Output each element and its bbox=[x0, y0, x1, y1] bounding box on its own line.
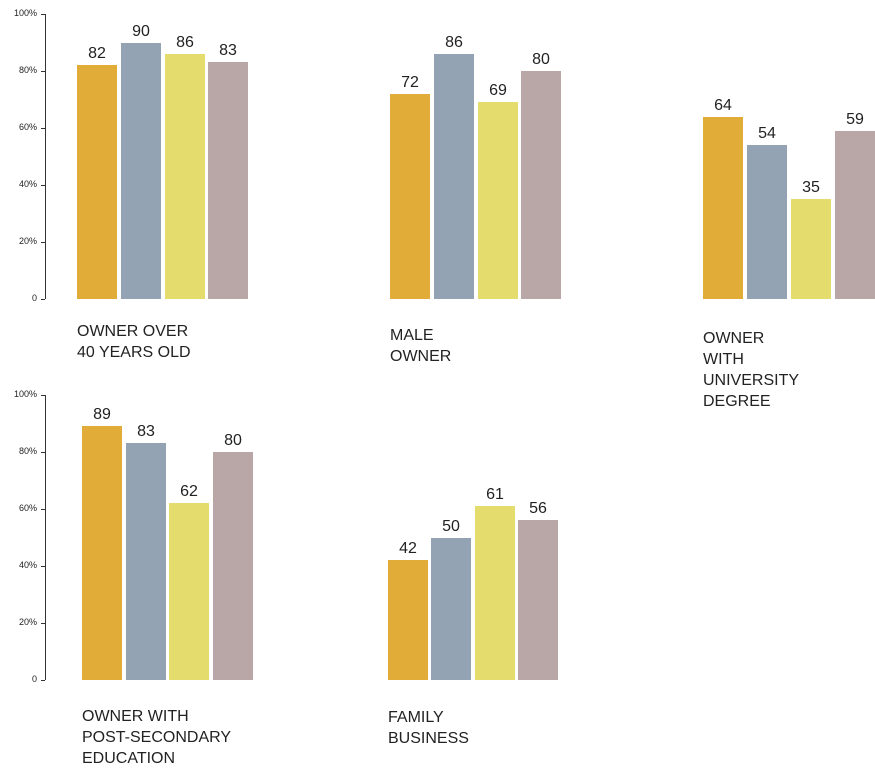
bar-series-1 bbox=[77, 65, 117, 299]
y-tick-label: 0 bbox=[31, 293, 37, 303]
y-tick-label: 0 bbox=[31, 674, 37, 684]
panel-caption: OWNER WITH UNIVERSITY DEGREE bbox=[703, 330, 799, 410]
y-tick-label: 100% bbox=[13, 8, 37, 18]
bar-series-3 bbox=[791, 199, 831, 299]
bar-value-label: 90 bbox=[132, 22, 150, 40]
bar-series-2 bbox=[121, 42, 161, 299]
bar-value-label: 61 bbox=[486, 486, 504, 504]
bar-series-3 bbox=[169, 503, 209, 680]
y-tick-label: 20% bbox=[18, 617, 37, 627]
bar-value-label: 86 bbox=[445, 33, 463, 51]
bar-value-label: 83 bbox=[137, 423, 155, 441]
bar-value-label: 80 bbox=[224, 432, 242, 449]
bar-series-2 bbox=[747, 145, 787, 299]
bar-series-4 bbox=[213, 452, 253, 680]
panel-owner-university-degree: 64 54 35 59 OWNER WITH UNIVERSITY DEGREE bbox=[0, 0, 875, 410]
panel-owner-over-40: 0 20% 40% 60% 80% 100% 82 90 86 83 OWNER OVER 40 Y… bbox=[0, 0, 300, 380]
y-tick-mark bbox=[41, 395, 45, 396]
y-tick-label: 40% bbox=[18, 179, 37, 189]
bar-value-label: 86 bbox=[176, 33, 194, 51]
bar-value-label: 89 bbox=[93, 406, 111, 424]
y-tick-label: 80% bbox=[18, 446, 37, 456]
bar-value-label: 50 bbox=[442, 517, 460, 535]
y-tick-mark bbox=[41, 452, 45, 453]
y-tick-mark bbox=[41, 566, 45, 567]
bar-series-2 bbox=[431, 537, 471, 680]
y-tick-mark bbox=[41, 128, 45, 129]
y-axis-line bbox=[45, 14, 46, 299]
y-axis-line bbox=[45, 395, 46, 680]
bar-series-1 bbox=[390, 93, 430, 299]
bar-value-label: 54 bbox=[758, 125, 776, 143]
y-tick-mark bbox=[41, 185, 45, 186]
panel-male-owner: 72 86 69 80 MALE OWNER bbox=[0, 0, 561, 380]
y-tick-mark bbox=[41, 242, 45, 243]
y-tick-label: 60% bbox=[18, 122, 37, 132]
bar-series-4 bbox=[518, 520, 558, 680]
y-tick-mark bbox=[41, 71, 45, 72]
panel-caption: FAMILY BUSINESS bbox=[388, 709, 469, 747]
y-tick-label: 60% bbox=[18, 503, 37, 513]
y-tick-mark bbox=[41, 14, 45, 15]
bar-value-label: 80 bbox=[532, 51, 550, 68]
bar-series-1 bbox=[703, 116, 743, 299]
bar-value-label: 82 bbox=[88, 45, 106, 63]
bar-series-2 bbox=[434, 53, 474, 299]
y-tick-mark bbox=[41, 509, 45, 510]
y-tick-label: 20% bbox=[18, 236, 37, 246]
bar-value-label: 72 bbox=[401, 73, 419, 91]
bar-series-4 bbox=[835, 130, 875, 299]
bar-value-label: 56 bbox=[529, 500, 547, 518]
bar-value-label: 35 bbox=[802, 179, 820, 197]
bar-series-3 bbox=[475, 506, 515, 680]
panel-caption: OWNER OVER 40 YEARS OLD bbox=[77, 323, 191, 361]
panel-family-business: 42 50 61 56 FAMILY BUSINESS bbox=[0, 0, 558, 747]
y-tick-label: 100% bbox=[13, 389, 37, 399]
y-tick-mark bbox=[41, 680, 45, 681]
bar-series-1 bbox=[82, 426, 122, 680]
panel-caption: MALE OWNER bbox=[390, 327, 452, 365]
bar-value-label: 62 bbox=[180, 483, 198, 501]
panel-owner-post-secondary: 0 20% 40% 60% 80% 100% 89 83 62 80 OWNER WITH POST… bbox=[0, 0, 300, 767]
bar-value-label: 64 bbox=[714, 96, 732, 114]
bar-value-label: 83 bbox=[219, 42, 237, 60]
bar-series-3 bbox=[478, 102, 518, 299]
bar-value-label: 59 bbox=[846, 110, 864, 128]
y-tick-mark bbox=[41, 623, 45, 624]
bar-series-4 bbox=[208, 62, 248, 299]
panel-caption: OWNER WITH POST-SECONDARY EDUCATION bbox=[82, 708, 232, 767]
bar-series-2 bbox=[126, 443, 166, 680]
bar-series-1 bbox=[388, 560, 428, 680]
bar-value-label: 42 bbox=[399, 540, 417, 558]
y-tick-mark bbox=[41, 299, 45, 300]
y-tick-label: 40% bbox=[18, 560, 37, 570]
y-tick-label: 80% bbox=[18, 65, 37, 75]
bar-series-3 bbox=[165, 53, 205, 299]
bar-series-4 bbox=[521, 71, 561, 299]
bar-value-label: 69 bbox=[489, 82, 507, 100]
